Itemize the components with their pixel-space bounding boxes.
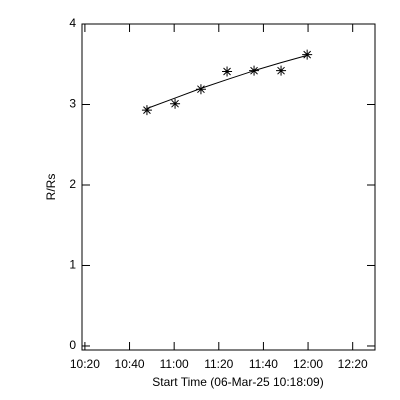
data-point [222,66,233,77]
y-tick-label: 1 [69,258,76,272]
x-axis-label: Start Time (06-Mar-25 10:18:09) [152,375,323,389]
y-tick-label: 0 [69,338,76,352]
data-point [302,49,313,60]
x-tick-label: 11:00 [160,357,189,371]
plot-frame [81,23,376,351]
data-point [170,98,181,109]
y-tick-label: 4 [69,16,76,30]
x-tick-label: 11:20 [204,357,233,371]
data-point [195,84,206,95]
x-tick-label: 10:20 [70,357,100,371]
x-tick-label: 10:40 [115,357,145,371]
y-axis-label: R/Rs [44,174,58,201]
data-point [141,105,152,116]
y-tick-label: 2 [69,177,76,191]
x-tick-label: 12:00 [293,357,323,371]
x-tick-label: 11:40 [249,357,278,371]
fit-line [146,54,308,109]
x-tick-label: 12:20 [338,357,368,371]
y-tick-label: 3 [69,97,76,111]
data-point [276,65,287,76]
